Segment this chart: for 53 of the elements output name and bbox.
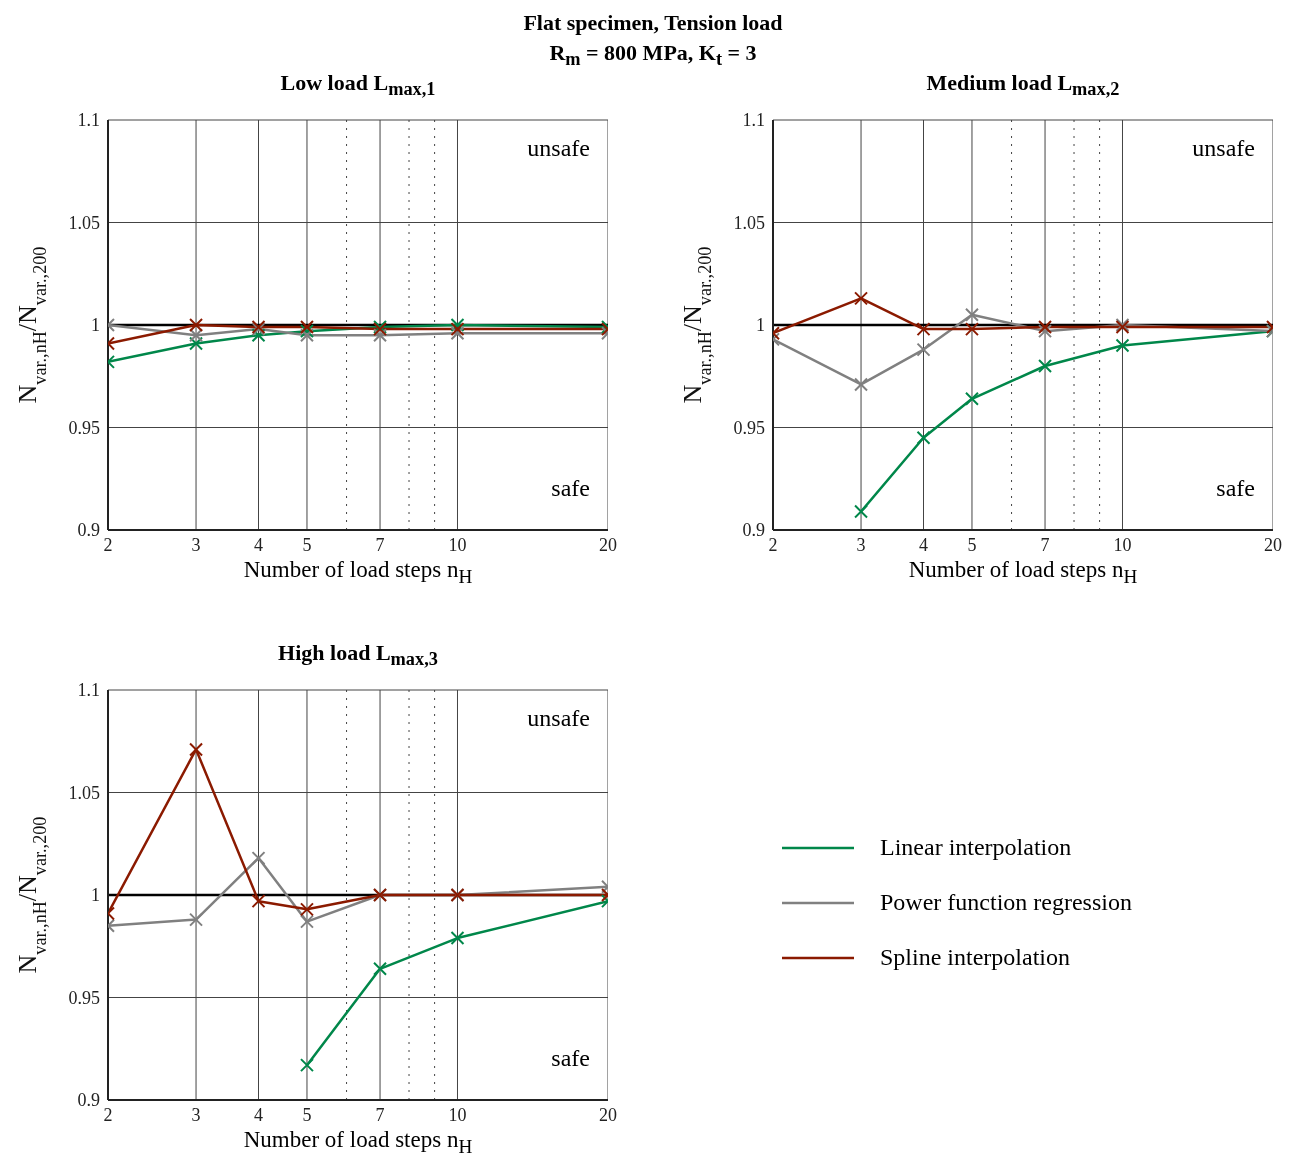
x-tick-label: 3	[191, 1104, 201, 1125]
legend-label: Linear interpolation	[880, 834, 1072, 861]
chart-title: Medium load L$_{max,2}$	[925, 70, 1121, 101]
y-tick-label: 0.9	[77, 1090, 100, 1111]
x-axis-title: Number of load steps n$_{H}$	[907, 557, 1139, 588]
annotation: unsafe	[527, 705, 590, 732]
x-tick-label: 4	[254, 534, 264, 555]
x-axis-title: Number of load steps n$_{H}$	[242, 1127, 474, 1158]
x-tick-label: 5	[302, 1104, 312, 1125]
x-tick-label: 2	[768, 534, 778, 555]
legend-label: Spline interpolation	[880, 944, 1070, 971]
y-tick-label: 0.9	[77, 520, 100, 541]
y-tick-label: 1.05	[733, 212, 765, 233]
x-tick-label: 7	[375, 1104, 385, 1125]
x-tick-label: 7	[1040, 534, 1050, 555]
text: Flat specimen, Tension load	[522, 9, 784, 37]
x-tick-label: 4	[919, 534, 929, 555]
chart-title: High load L$_{max,3}$	[277, 640, 439, 671]
x-tick-label: 10	[1113, 534, 1132, 555]
annotation: safe	[551, 475, 590, 502]
x-tick-label: 5	[967, 534, 977, 555]
y-tick-label: 0.95	[733, 417, 765, 438]
annotation: safe	[551, 1045, 590, 1072]
y-tick-label: 1.05	[68, 782, 100, 803]
x-axis-title: Number of load steps n$_{H}$	[242, 557, 474, 588]
y-tick-label: 1	[756, 315, 765, 336]
chart-title: Low load L$_{max,1}$	[279, 70, 437, 101]
x-tick-label: 20	[1264, 534, 1282, 555]
y-tick-label: 0.95	[68, 417, 100, 438]
y-tick-label: 1	[91, 315, 100, 336]
x-tick-label: 20	[599, 534, 617, 555]
annotation: safe	[1216, 475, 1255, 502]
text: R$_{m}$ = 800 MPa, K$_{t}$ = 3	[549, 40, 757, 70]
x-tick-label: 3	[856, 534, 866, 555]
x-tick-label: 20	[599, 1104, 617, 1125]
y-tick-label: 1.1	[77, 680, 100, 701]
annotation: unsafe	[527, 135, 590, 162]
y-tick-label: 1	[91, 885, 100, 906]
x-tick-label: 7	[375, 534, 385, 555]
x-tick-label: 4	[254, 1104, 264, 1125]
x-tick-label: 5	[302, 534, 312, 555]
x-tick-label: 3	[191, 534, 201, 555]
y-tick-label: 1.05	[68, 212, 100, 233]
y-tick-label: 1.1	[77, 110, 100, 131]
y-tick-label: 0.95	[68, 987, 100, 1008]
x-tick-label: 10	[448, 534, 467, 555]
x-tick-label: 10	[448, 1104, 467, 1125]
x-tick-label: 2	[103, 1104, 113, 1125]
annotation: unsafe	[1192, 135, 1255, 162]
legend-label: Power function regression	[880, 889, 1132, 916]
y-tick-label: 1.1	[742, 110, 765, 131]
y-tick-label: 0.9	[742, 520, 765, 541]
x-tick-label: 2	[103, 534, 113, 555]
